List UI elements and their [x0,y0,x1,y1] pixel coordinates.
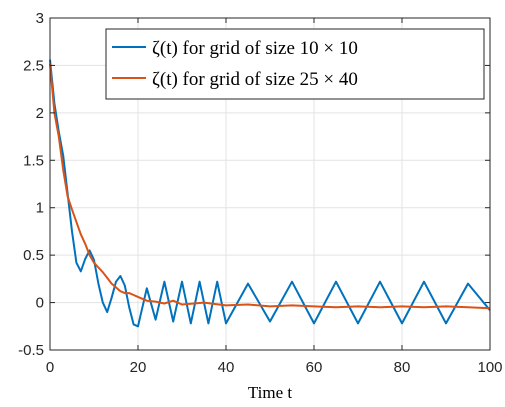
y-tick-label: 1 [36,200,44,217]
series-line-2 [49,63,491,310]
y-tick-label: 2.5 [23,57,44,74]
y-tick-label: -0.5 [18,342,44,359]
legend-label-1: ζ(t) for grid of size 10 × 10 [152,38,358,59]
x-tick-label: 0 [46,359,54,376]
y-tick-label: 1.5 [23,152,44,169]
tick-labels: 0 20 40 60 80 100-0.500.511.522.53 [18,10,502,376]
x-tick-label: 80 [394,359,411,376]
x-tick-label: 40 [218,359,235,376]
x-tick-label: 20 [130,359,147,376]
y-tick-label: 2 [36,105,44,122]
y-tick-label: 3 [36,10,44,27]
legend-label-2: ζ(t) for grid of size 25 × 40 [152,69,358,90]
series-lines [49,59,491,328]
legend-box [105,28,485,100]
tick-marks [49,17,491,351]
legend: ζ(t) for grid of size 10 × 10 ζ(t) for gr… [105,28,485,100]
x-tick-label: 100 [477,359,502,376]
x-axis-title: Time t [248,383,293,402]
plot-frame [49,17,491,351]
x-tick-label: 60 [306,359,323,376]
y-tick-label: 0 [36,295,44,312]
y-tick-label: 0.5 [23,247,44,264]
series-line-1 [49,59,491,328]
